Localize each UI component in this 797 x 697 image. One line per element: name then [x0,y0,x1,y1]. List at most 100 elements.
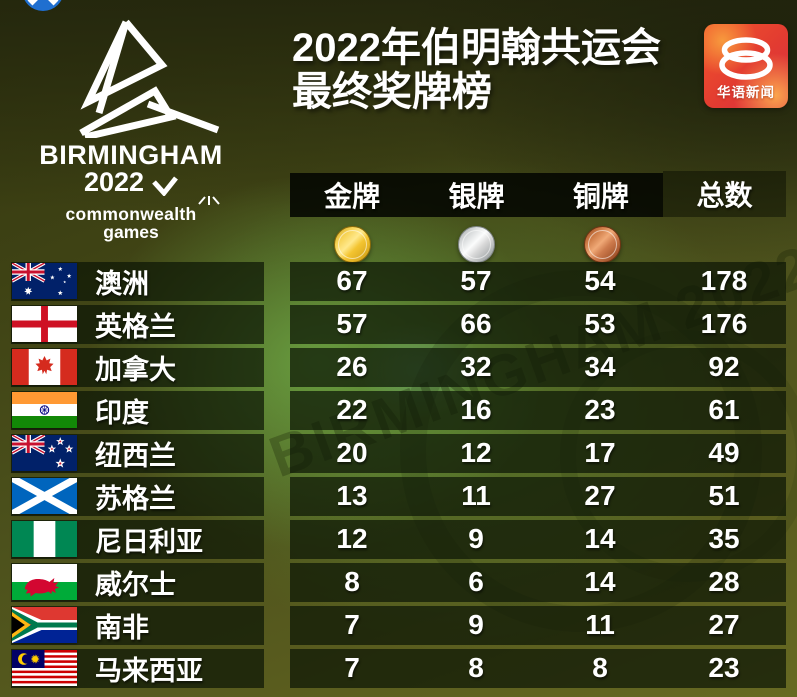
country-flag-icon [12,607,77,644]
silver-count: 66 [460,308,492,340]
country-flag-icon [12,435,77,472]
gold-count: 12 [336,523,368,555]
country-name: 马来西亚 [95,655,203,686]
silver-count: 32 [460,351,492,383]
country-flag-icon [12,392,77,429]
country-cell: 马来西亚 [11,649,264,688]
total-count: 61 [708,394,740,426]
gold-medal-icon [334,226,371,263]
silver-count: 11 [461,480,491,512]
country-cell: 南非 [11,606,264,645]
country-flag-icon [12,650,77,687]
total-count: 49 [708,437,740,469]
country-name: 英格兰 [95,311,176,342]
counts-cell: 22 16 23 61 [290,391,786,430]
silver-medal-icon [458,226,495,263]
country-name: 加拿大 [95,354,176,385]
table-row: 印度 22 16 23 61 [0,391,797,430]
country-cell: 纽西兰 [11,434,264,473]
total-count: 178 [700,265,748,297]
gold-count: 67 [336,265,368,297]
table-header-medals: 金牌 银牌 铜牌 [290,173,663,217]
country-flag-icon [12,478,77,515]
logo-sparkle-icon [198,196,220,205]
header-bronze: 铜牌 [572,181,629,212]
bronze-count: 14 [584,523,616,555]
gold-count: 7 [344,652,360,684]
country-name: 澳洲 [95,268,149,299]
country-cell: 澳洲 [11,262,264,301]
country-flag-icon [12,263,77,300]
counts-cell: 20 12 17 49 [290,434,786,473]
silver-count: 57 [460,265,492,297]
silver-count: 9 [468,523,484,555]
total-count: 176 [700,308,748,340]
page-title-line1: 2022年伯明翰共运会 [292,26,661,70]
country-flag-icon [12,521,77,558]
medal-table-rows: 澳洲 67 57 54 178 英格兰 57 66 53 176 加拿大 26 … [0,262,797,692]
gold-count: 26 [336,351,368,383]
games-logo-org2: games [103,222,159,242]
counts-cell: 26 32 34 92 [290,348,786,387]
games-logo-year: 2022 [22,167,240,198]
total-count: 51 [708,480,740,512]
country-name: 纽西兰 [95,440,176,471]
bronze-count: 27 [584,480,616,512]
logo-arrow-icon [152,175,178,196]
country-name: 印度 [95,397,149,428]
channel-8-icon [719,37,773,80]
gold-count: 7 [344,609,360,641]
total-count: 27 [708,609,740,641]
counts-cell: 13 11 27 51 [290,477,786,516]
games-logo-city: BIRMINGHAM [39,140,223,170]
bronze-medal-icon [584,226,621,263]
country-flag-icon [12,564,77,601]
silver-count: 9 [468,609,484,641]
table-header-total: 总数 [663,171,786,217]
channel-name: 华语新闻 [717,85,775,100]
gold-count: 20 [336,437,368,469]
header-total: 总数 [696,180,753,211]
channel-logo: 华语新闻 [704,24,788,108]
table-row: 马来西亚 7 8 8 23 [0,649,797,688]
country-name: 威尔士 [95,569,176,600]
bronze-count: 11 [585,609,615,641]
saltire-badge-icon [22,0,64,11]
counts-cell: 12 9 14 35 [290,520,786,559]
country-name: 苏格兰 [95,483,176,514]
table-row: 尼日利亚 12 9 14 35 [0,520,797,559]
gold-count: 13 [336,480,368,512]
country-cell: 尼日利亚 [11,520,264,559]
country-cell: 加拿大 [11,348,264,387]
bronze-count: 23 [584,394,616,426]
table-row: 纽西兰 20 12 17 49 [0,434,797,473]
total-count: 28 [708,566,740,598]
table-row: 苏格兰 13 11 27 51 [0,477,797,516]
gold-count: 57 [336,308,368,340]
table-row: 威尔士 8 6 14 28 [0,563,797,602]
bronze-count: 54 [584,265,616,297]
table-row: 澳洲 67 57 54 178 [0,262,797,301]
bronze-count: 8 [592,652,608,684]
counts-cell: 7 8 8 23 [290,649,786,688]
country-cell: 威尔士 [11,563,264,602]
total-count: 92 [708,351,740,383]
table-row: 加拿大 26 32 34 92 [0,348,797,387]
country-flag-icon [12,349,77,386]
bronze-count: 34 [584,351,616,383]
total-count: 35 [708,523,740,555]
counts-cell: 8 6 14 28 [290,563,786,602]
games-logo-year-text: 2022 [83,167,145,197]
silver-count: 16 [460,394,492,426]
gold-count: 8 [344,566,360,598]
page-title-line2: 最终奖牌榜 [292,70,492,114]
table-row: 南非 7 9 11 27 [0,606,797,645]
bronze-count: 53 [584,308,616,340]
counts-cell: 57 66 53 176 [290,305,786,344]
silver-count: 6 [468,566,484,598]
bronze-count: 14 [584,566,616,598]
country-flag-icon [12,306,77,343]
gold-count: 22 [336,394,368,426]
silver-count: 8 [468,652,484,684]
